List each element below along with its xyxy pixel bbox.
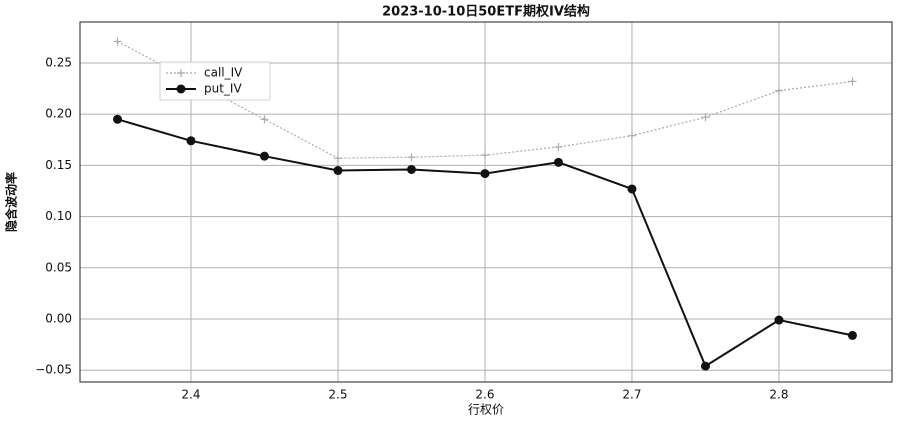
y-tick-label: 0.15 [45, 158, 72, 172]
legend-marker [177, 69, 185, 77]
x-tick-label: 2.5 [328, 388, 347, 402]
point [480, 151, 489, 160]
point [847, 330, 857, 340]
point [333, 154, 342, 163]
point [774, 86, 783, 95]
x-tick-label: 2.4 [181, 388, 200, 402]
x-axis-label: 行权价 [468, 403, 504, 417]
point [627, 131, 636, 140]
legend-box [159, 61, 271, 101]
y-tick-label: 0.05 [45, 260, 72, 274]
point [700, 361, 710, 371]
point [701, 113, 710, 122]
point [260, 115, 269, 124]
point [186, 136, 196, 146]
point [259, 151, 269, 161]
legend: call_IV put_IV [159, 61, 271, 101]
y-axis-label: 隐含波动率 [4, 172, 19, 232]
point [553, 157, 563, 167]
y-tick-label: 0.25 [45, 55, 72, 69]
legend-label: call_IV [204, 66, 243, 80]
x-tick-label: 2.6 [475, 388, 494, 402]
x-tick-label: 2.7 [622, 388, 641, 402]
y-tick-label: 0.10 [45, 209, 72, 223]
point [554, 142, 563, 151]
legend-label: put_IV [204, 82, 242, 96]
y-tick-label: 0.00 [45, 312, 72, 326]
point [406, 164, 416, 174]
x-tick-label: 2.8 [769, 388, 788, 402]
point [407, 153, 416, 162]
point [480, 169, 490, 179]
y-tick-label: 0.20 [45, 107, 72, 121]
point [627, 184, 637, 194]
point [774, 315, 784, 325]
point [112, 114, 122, 124]
point [848, 77, 857, 86]
legend-marker [176, 84, 186, 94]
chart-title: 2023-10-10日50ETF期权IV结构 [382, 4, 590, 20]
point [333, 166, 343, 176]
y-tick-label: −0.05 [35, 363, 72, 377]
plot-frame [79, 21, 893, 383]
point [113, 37, 122, 46]
